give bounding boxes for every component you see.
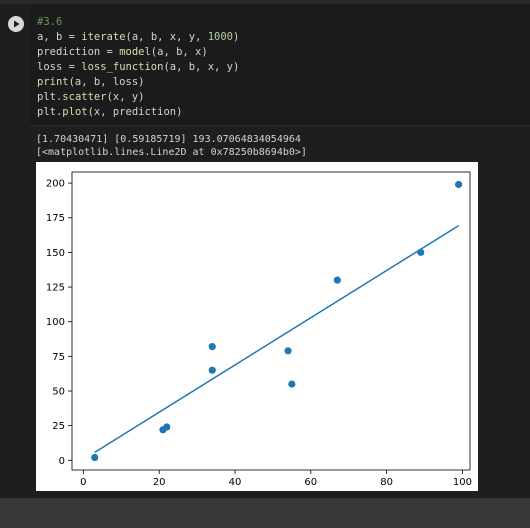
scatter-point [91, 453, 99, 462]
scatter-point [417, 248, 425, 256]
code-token: scatter [62, 91, 107, 103]
code-line: print(a, b, loss) [37, 75, 144, 89]
code-token: ) [233, 31, 240, 43]
code-line: prediction = model(a, b, x) [37, 45, 208, 59]
x-tick-label: 40 [229, 477, 242, 488]
scatter-point [333, 276, 341, 284]
play-icon [14, 20, 20, 28]
code-token: loss_function [81, 61, 164, 73]
code-line: a, b = iterate(a, b, x, y, 1000) [37, 30, 239, 44]
y-tick-label: 125 [46, 283, 65, 294]
scatter-point [284, 347, 292, 355]
code-token: plot [62, 106, 88, 118]
scatter-point [208, 343, 216, 351]
y-tick-label: 175 [46, 213, 65, 224]
x-tick-label: 20 [153, 477, 166, 488]
bottom-strip [0, 498, 530, 528]
code-line: #3.6 [37, 15, 62, 29]
x-tick-label: 0 [80, 477, 86, 488]
x-tick-label: 80 [380, 477, 393, 488]
code-token: a, b = [37, 31, 82, 43]
code-token: iterate [81, 31, 126, 43]
code-token: print [37, 76, 69, 88]
x-tick-label: 60 [304, 477, 317, 488]
code-token: (x, y) [106, 91, 145, 103]
scatter-point [163, 423, 171, 431]
y-tick-label: 0 [59, 456, 65, 467]
code-token: #3.6 [37, 16, 63, 28]
code-token: (a, b, x) [150, 46, 208, 58]
plot-image: 0 20 40 60 80 100 0 25 50 75 100 125 150 175 200 [36, 162, 478, 491]
print-output-line: [1.70430471] [0.59185719] 193.0706483405… [36, 134, 301, 145]
code-token: (a, b, loss) [68, 76, 145, 88]
code-line: plt.scatter(x, y) [37, 90, 145, 104]
scatter-point [208, 366, 216, 374]
plot-axes-frame [71, 171, 471, 471]
scatter-plot-chart: 0 20 40 60 80 100 0 25 50 75 100 125 150 175 200 [46, 171, 472, 488]
code-token: (a, b, x, y) [163, 61, 240, 73]
code-token: model [119, 46, 151, 58]
y-tick-label: 150 [46, 248, 65, 259]
code-editor[interactable]: #3.6 a, b = iterate(a, b, x, y, 1000) pred… [30, 4, 530, 126]
code-token: 1000 [207, 31, 234, 43]
y-tick-label: 100 [46, 317, 65, 328]
code-line: loss = loss_function(a, b, x, y) [37, 60, 239, 74]
code-line: plt.plot(x, prediction) [37, 105, 182, 119]
scatter-point [455, 180, 463, 189]
code-token: (x, prediction) [87, 106, 183, 118]
code-token: plt. [37, 91, 63, 103]
repr-output-line: [<matplotlib.lines.Line2D at 0x78250b869… [36, 147, 307, 158]
scatter-point [288, 380, 296, 388]
prediction-line [94, 225, 460, 454]
y-tick-label: 200 [46, 179, 65, 190]
top-bar [0, 0, 530, 4]
run-cell-button[interactable] [8, 16, 24, 32]
code-token: prediction = [37, 46, 120, 58]
y-tick-label: 50 [52, 386, 65, 397]
code-token: plt. [37, 106, 63, 118]
code-token: (a, b, x, y, [125, 31, 208, 43]
code-token: loss = [37, 61, 82, 73]
y-tick-label: 75 [52, 352, 65, 363]
y-tick-label: 25 [52, 421, 65, 432]
x-tick-label: 100 [453, 477, 472, 488]
